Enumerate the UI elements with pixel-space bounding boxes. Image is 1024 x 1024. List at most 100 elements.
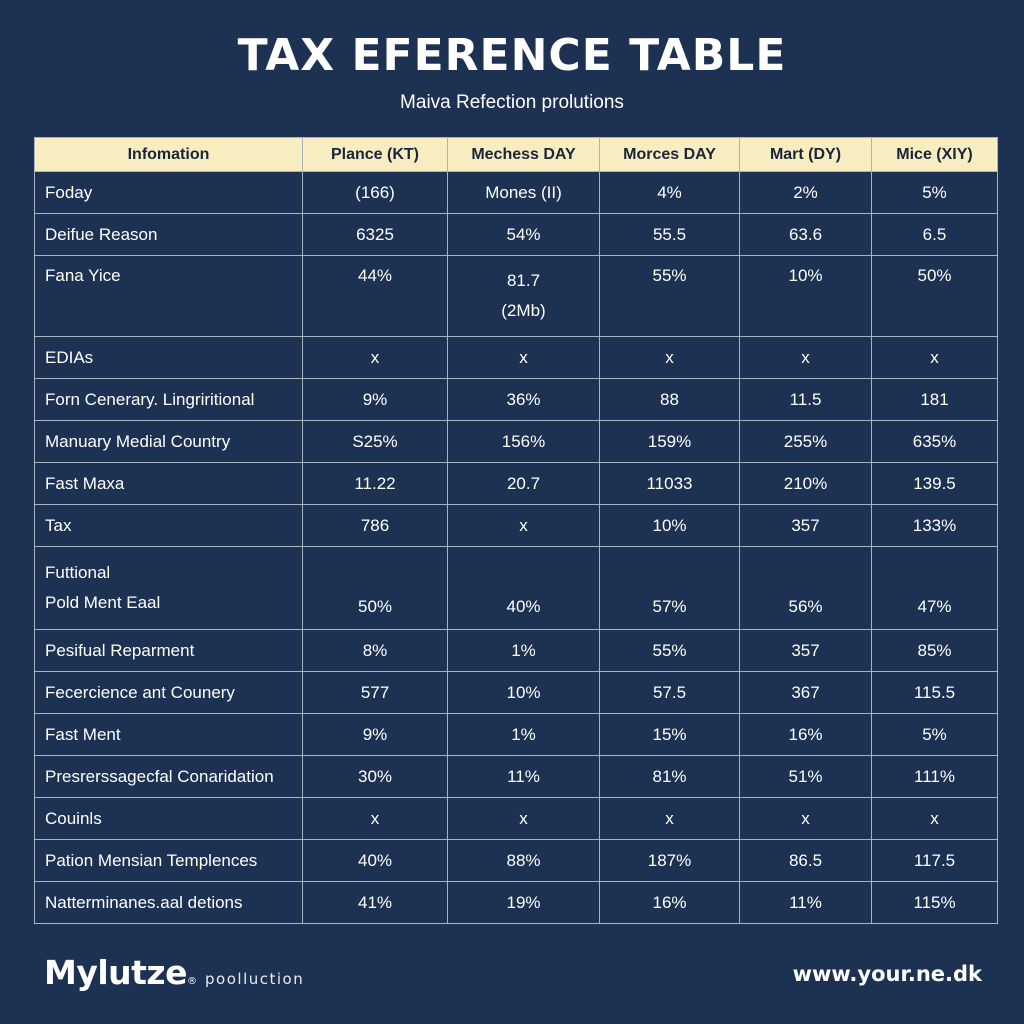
table-cell: x xyxy=(599,797,740,840)
row-label-text: EDIAs xyxy=(45,347,94,367)
cell-value: 15% xyxy=(652,724,687,744)
website-url[interactable]: www.your.ne.dk xyxy=(792,962,982,986)
table-cell: 86.5 xyxy=(739,839,872,882)
table-cell: 57.5 xyxy=(599,671,740,714)
table-cell: 88% xyxy=(447,839,600,882)
row-label-text: Futtional xyxy=(45,563,111,582)
table-cell: 187% xyxy=(599,839,740,882)
row-label-text: Natterminanes.aal detions xyxy=(45,892,243,912)
row-label-text: Pold Ment Eaal xyxy=(45,593,161,612)
table-cell: 51% xyxy=(739,755,872,798)
cell-value: 57% xyxy=(652,597,687,616)
cell-value: 57.5 xyxy=(652,682,687,702)
table-cell: 47% xyxy=(871,546,998,630)
table-cell: 81.7 (2Mb) xyxy=(447,255,600,337)
row-label: Fana Yice xyxy=(34,255,303,337)
table-row: Foday (166) Mones (II) 4% 2% 5% xyxy=(34,171,998,214)
cell-value: 50% xyxy=(917,266,952,285)
table-row: Fana Yice 44% 81.7 (2Mb) 55% 10% 50% xyxy=(34,255,998,337)
cell-value: 635% xyxy=(912,431,957,451)
table-cell: 36% xyxy=(447,378,600,421)
cell-value: 8% xyxy=(362,640,388,660)
cell-value: x xyxy=(665,808,674,828)
cell-value: x xyxy=(370,347,380,367)
table-cell: 786 xyxy=(302,504,448,547)
table-cell: 156% xyxy=(447,420,600,463)
registered-mark: ® xyxy=(187,976,198,987)
cell-value: 11% xyxy=(789,892,822,912)
table-row: Futtional Pold Ment Eaal 50% 40% 57% 56% 47% xyxy=(34,546,998,630)
cell-value: 40% xyxy=(506,597,541,616)
cell-value: 117.5 xyxy=(913,850,956,870)
cell-value: 88% xyxy=(506,850,541,870)
cell-value: 133% xyxy=(912,515,957,535)
table-cell: 10% xyxy=(599,504,740,547)
table-cell: 11.5 xyxy=(739,378,872,421)
table-cell: 1% xyxy=(447,713,600,756)
cell-value: 51% xyxy=(788,766,823,786)
row-label: Pesifual Reparment xyxy=(34,629,303,672)
table-cell: 5% xyxy=(871,713,998,756)
cell-value: 63.6 xyxy=(788,224,823,244)
cell-value: 786 xyxy=(360,515,390,535)
table-cell: 10% xyxy=(447,671,600,714)
table-cell: 6325 xyxy=(302,213,448,256)
cell-value: 1% xyxy=(511,640,536,660)
table-cell: S25% xyxy=(302,420,448,463)
row-label: Natterminanes.aal detions xyxy=(34,881,303,924)
cell-value: 56% xyxy=(788,597,823,616)
row-label-text: Tax xyxy=(45,515,72,535)
table-row: Deifue Reason 6325 54% 55.5 63.6 6.5 xyxy=(34,213,998,256)
table-cell: x xyxy=(302,797,448,840)
table-cell: 40% xyxy=(447,546,600,630)
table-header-row: Infomation Plance (KT) Mechess DAY Morces D… xyxy=(34,137,998,172)
row-label-text: Foday xyxy=(45,182,93,202)
table-cell: x xyxy=(447,336,600,379)
row-label: Pation Mensian Templences xyxy=(34,839,303,882)
row-label-text: Deifue Reason xyxy=(45,224,158,244)
row-label-text: Fecercience ant Counery xyxy=(45,682,235,702)
cell-value: 88 xyxy=(660,389,679,409)
row-label-text: Presrerssagecfal Conaridation xyxy=(45,766,274,786)
cell-value: 2% xyxy=(793,182,818,202)
page-subtitle: Maiva Refection prolutions xyxy=(400,92,624,113)
row-label: Couinls xyxy=(34,797,303,840)
table-cell: 133% xyxy=(871,504,998,547)
column-header: Morces DAY xyxy=(599,137,740,172)
row-label: Futtional Pold Ment Eaal xyxy=(34,546,303,630)
table-row: Presrerssagecfal Conaridation 30% 11% 81% 51… xyxy=(34,755,998,798)
row-label-text: Pesifual Reparment xyxy=(45,640,195,660)
table-cell: 30% xyxy=(302,755,448,798)
table-cell: 181 xyxy=(871,378,998,421)
cell-value: 10% xyxy=(652,515,687,535)
table-cell: 54% xyxy=(447,213,600,256)
cell-value: x xyxy=(665,347,674,367)
cell-value: 357 xyxy=(791,515,820,535)
table-cell: (166) xyxy=(302,171,448,214)
table-cell: x xyxy=(599,336,740,379)
cell-value: 6325 xyxy=(356,224,394,244)
table-cell: 55% xyxy=(599,629,740,672)
cell-value: 357 xyxy=(791,640,820,660)
cell-value: 55% xyxy=(652,640,687,660)
table-cell: 44% xyxy=(302,255,448,337)
row-label: Fecercience ant Counery xyxy=(34,671,303,714)
cell-value: 20.7 xyxy=(506,473,541,493)
cell-value: x xyxy=(930,347,939,367)
cell-value: 5% xyxy=(922,182,947,202)
table-cell: 88 xyxy=(599,378,740,421)
table-cell: 16% xyxy=(739,713,872,756)
cell-value: 10% xyxy=(788,266,823,285)
cell-value: x xyxy=(801,347,810,367)
table-cell: x xyxy=(302,336,448,379)
table-cell: 255% xyxy=(739,420,872,463)
cell-value: 36% xyxy=(506,389,541,409)
table-cell: 10% xyxy=(739,255,872,337)
cell-value: x xyxy=(519,515,528,535)
table-row: Couinls x x x x x xyxy=(34,797,998,840)
table-cell: 577 xyxy=(302,671,448,714)
table-cell: 210% xyxy=(739,462,872,505)
cell-value: 9% xyxy=(362,389,388,409)
table-body: Foday (166) Mones (II) 4% 2% 5% Deifue Reason 6… xyxy=(34,171,998,924)
cell-value: (2Mb) xyxy=(501,301,546,320)
